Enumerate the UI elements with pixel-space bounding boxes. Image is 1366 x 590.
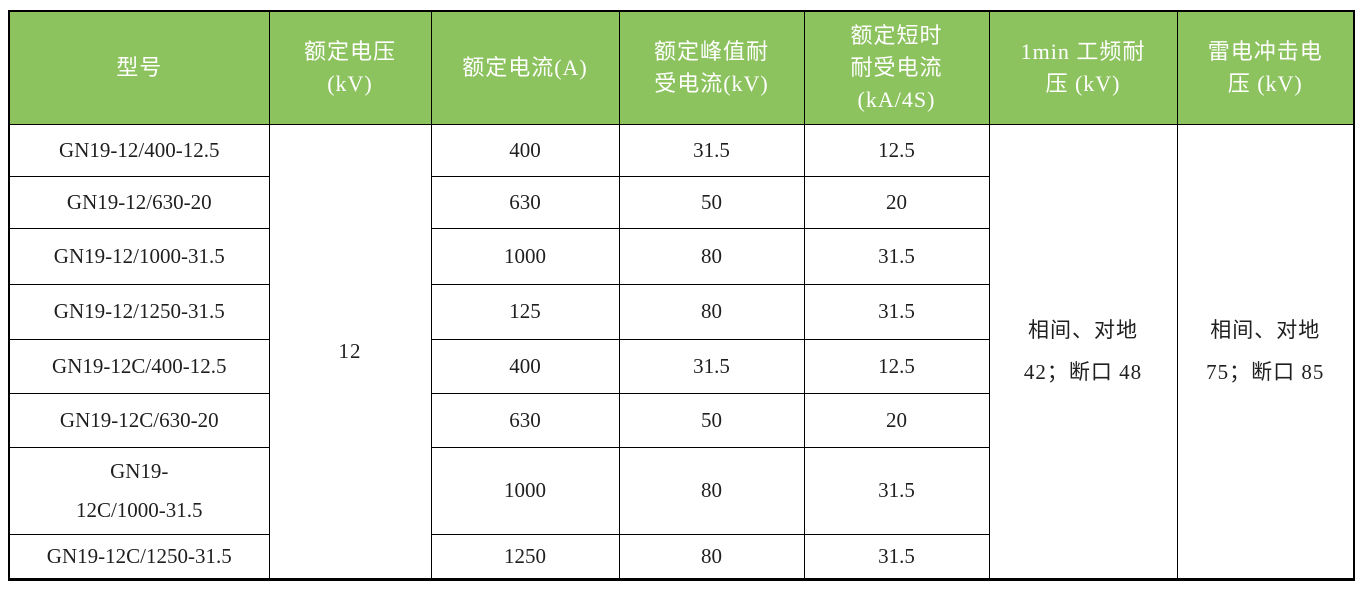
peak-current-cell: 80 <box>618 283 805 340</box>
spec-table: 型号 额定电压 (kV) 额定电流(A) 额定峰值耐 受电流(kV) 额定短时 … <box>8 10 1355 581</box>
header-power-frequency-voltage: 1min 工频耐 压 (kV) <box>988 10 1178 125</box>
rated-current-cell: 630 <box>430 392 620 448</box>
table-row: GN19-12/630-20 630 50 20 <box>8 175 1354 229</box>
header-lightning-impulse-voltage: 雷电冲击电 压 (kV) <box>1176 10 1355 125</box>
rated-current-cell: 400 <box>430 338 620 394</box>
rated-current-cell: 125 <box>430 283 620 340</box>
rated-current-cell: 1250 <box>430 533 620 580</box>
header-peak-withstand-current: 额定峰值耐 受电流(kV) <box>618 10 805 125</box>
lightning-impulse-merged-cell: 相间、对地 75；断口 85 <box>1176 123 1355 580</box>
model-cell: GN19-12/1000-31.5 <box>8 227 270 285</box>
short-time-current-cell: 12.5 <box>803 338 990 394</box>
short-time-current-cell: 31.5 <box>803 533 990 580</box>
model-cell: GN19-12/630-20 <box>8 175 270 229</box>
peak-current-cell: 31.5 <box>618 123 805 177</box>
model-cell: GN19- 12C/1000-31.5 <box>8 446 270 535</box>
table-row: GN19-12/1250-31.5 125 80 31.5 <box>8 283 1354 340</box>
rated-current-cell: 400 <box>430 123 620 177</box>
short-time-current-cell: 31.5 <box>803 446 990 535</box>
model-cell: GN19-12C/1250-31.5 <box>8 533 270 580</box>
rated-current-cell: 1000 <box>430 227 620 285</box>
short-time-current-cell: 31.5 <box>803 227 990 285</box>
rated-voltage-merged-cell: 12 <box>268 123 432 580</box>
table-row: GN19-12C/630-20 630 50 20 <box>8 392 1354 448</box>
header-rated-current: 额定电流(A) <box>430 10 620 125</box>
model-cell: GN19-12/1250-31.5 <box>8 283 270 340</box>
peak-current-cell: 50 <box>618 175 805 229</box>
peak-current-cell: 80 <box>618 533 805 580</box>
table-row: GN19-12/1000-31.5 1000 80 31.5 <box>8 227 1354 285</box>
short-time-current-cell: 12.5 <box>803 123 990 177</box>
peak-current-cell: 50 <box>618 392 805 448</box>
short-time-current-cell: 20 <box>803 392 990 448</box>
short-time-current-cell: 20 <box>803 175 990 229</box>
header-row: 型号 额定电压 (kV) 额定电流(A) 额定峰值耐 受电流(kV) 额定短时 … <box>8 10 1355 125</box>
header-rated-voltage: 额定电压 (kV) <box>268 10 432 125</box>
rated-current-cell: 630 <box>430 175 620 229</box>
header-short-time-withstand-current: 额定短时 耐受电流 (kA/4S) <box>803 10 990 125</box>
model-cell: GN19-12C/630-20 <box>8 392 270 448</box>
peak-current-cell: 80 <box>618 446 805 535</box>
model-cell: GN19-12/400-12.5 <box>8 123 270 177</box>
table-row: GN19- 12C/1000-31.5 1000 80 31.5 <box>8 446 1354 535</box>
short-time-current-cell: 31.5 <box>803 283 990 340</box>
header-model: 型号 <box>8 10 270 125</box>
peak-current-cell: 80 <box>618 227 805 285</box>
model-cell: GN19-12C/400-12.5 <box>8 338 270 394</box>
peak-current-cell: 31.5 <box>618 338 805 394</box>
table-row: GN19-12C/1250-31.5 1250 80 31.5 <box>8 533 1354 580</box>
rated-current-cell: 1000 <box>430 446 620 535</box>
power-frequency-merged-cell: 相间、对地 42；断口 48 <box>988 123 1178 580</box>
table-row: GN19-12/400-12.5 12 400 31.5 12.5 相间、对地 … <box>8 123 1355 580</box>
